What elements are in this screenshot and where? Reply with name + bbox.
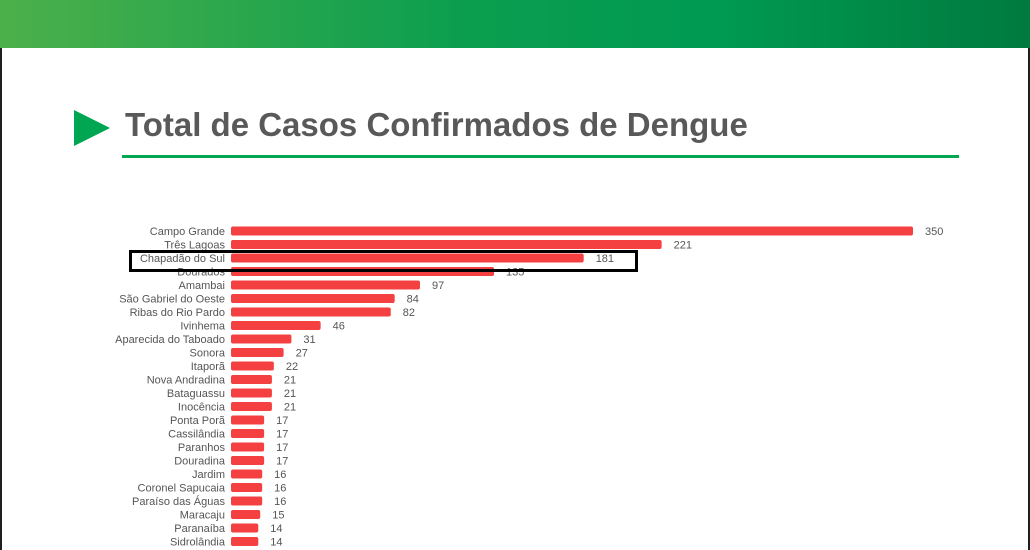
value-label: 17 (276, 415, 288, 427)
play-triangle-icon (74, 110, 110, 146)
value-label: 221 (674, 240, 692, 252)
value-label: 22 (286, 361, 298, 373)
category-label: Sonora (190, 348, 226, 360)
bar (231, 442, 265, 452)
bar (231, 294, 395, 303)
value-label: 21 (284, 402, 296, 414)
value-label: 15 (272, 510, 284, 522)
bar (231, 523, 259, 533)
value-label: 16 (274, 496, 286, 508)
value-label: 14 (270, 537, 282, 549)
bar (231, 388, 272, 398)
bar (231, 361, 274, 371)
value-label: 21 (284, 375, 296, 387)
category-label: Amambai (179, 280, 225, 292)
bar (231, 240, 662, 249)
value-label: 14 (270, 523, 282, 535)
category-label: Ribas do Rio Pardo (130, 307, 225, 319)
category-label: Campo Grande (150, 226, 225, 238)
category-label: Paraíso das Águas (132, 495, 225, 508)
category-label: Chapadão do Sul (140, 253, 225, 265)
value-label: 17 (276, 456, 288, 468)
bar (231, 321, 321, 330)
value-label: 16 (274, 483, 286, 495)
bar (231, 429, 265, 438)
value-label: 16 (274, 469, 286, 481)
category-label: Maracaju (180, 510, 225, 522)
bar (231, 375, 272, 384)
bar (231, 537, 259, 546)
value-label: 82 (403, 307, 415, 319)
category-label: Douradina (174, 456, 226, 468)
right-border (1028, 48, 1030, 550)
category-label: São Gabriel do Oeste (119, 294, 225, 306)
category-label: Jardim (192, 469, 225, 481)
category-label: Cassilândia (168, 429, 226, 441)
value-label: 46 (333, 321, 345, 333)
value-label: 31 (303, 334, 315, 346)
category-label: Bataguassu (167, 388, 225, 400)
category-label: Itaporã (191, 361, 226, 373)
category-label: Paranhos (178, 442, 226, 454)
value-label: 17 (276, 429, 288, 441)
header-banner (0, 0, 1030, 48)
category-label: Nova Andradina (147, 375, 226, 387)
bar (231, 226, 913, 236)
title-underline (122, 155, 959, 158)
value-label: 84 (407, 294, 419, 306)
category-label: Ponta Porã (170, 415, 226, 427)
bar (231, 307, 391, 317)
category-label: Sidrolândia (170, 537, 226, 549)
category-label: Coronel Sapucaia (138, 483, 226, 495)
value-label: 181 (596, 253, 614, 265)
value-label: 21 (284, 388, 296, 400)
value-label: 27 (296, 348, 308, 360)
category-label: Paranaíba (174, 523, 226, 535)
category-label: Aparecida do Taboado (115, 334, 225, 346)
bar (231, 348, 284, 357)
bar (231, 415, 265, 425)
category-label: Três Lagoas (164, 240, 225, 252)
left-border (0, 48, 2, 550)
category-label: Ivinhema (180, 321, 226, 333)
bar (231, 456, 265, 465)
bar (231, 496, 263, 506)
value-label: 97 (432, 280, 444, 292)
page-title: Total de Casos Confirmados de Dengue (125, 106, 748, 143)
bar (231, 483, 263, 492)
bar (231, 280, 421, 290)
bar (231, 334, 292, 344)
category-label: Inocência (178, 402, 226, 414)
bar (231, 253, 584, 263)
value-label: 350 (925, 226, 943, 238)
highlight-box (129, 250, 638, 272)
bar (231, 469, 263, 479)
bar (231, 402, 272, 411)
value-label: 17 (276, 442, 288, 454)
bar (231, 510, 261, 519)
